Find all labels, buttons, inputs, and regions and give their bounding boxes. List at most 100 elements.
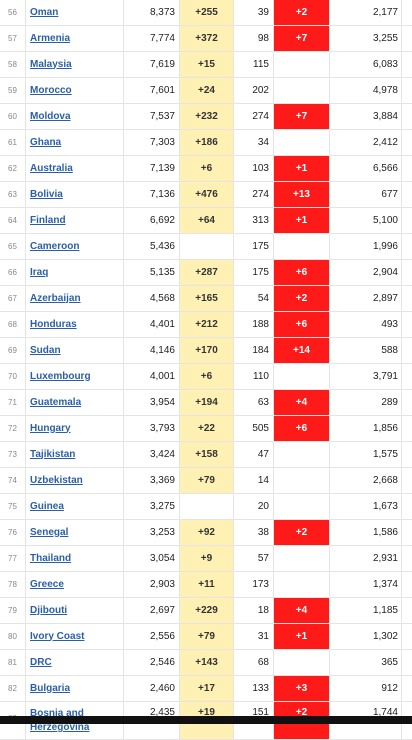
country-link[interactable]: Luxembourg xyxy=(26,364,124,389)
total-deaths-cell: 39 xyxy=(234,0,274,25)
new-cases-cell: +232 xyxy=(180,104,234,129)
total-deaths-cell: 34 xyxy=(234,130,274,155)
total-cases-cell: 7,136 xyxy=(124,182,180,207)
new-deaths-cell: +4 xyxy=(274,598,330,623)
new-cases-cell xyxy=(180,234,234,259)
new-cases-cell: +255 xyxy=(180,0,234,25)
rank-cell: 72 xyxy=(0,416,26,441)
rank-cell: 69 xyxy=(0,338,26,363)
table-row: 80 Ivory Coast 2,556 +79 31 +1 1,302 xyxy=(0,624,412,650)
total-cases-cell: 3,054 xyxy=(124,546,180,571)
new-cases-cell: +79 xyxy=(180,624,234,649)
new-deaths-cell: +1 xyxy=(274,208,330,233)
new-cases-cell: +186 xyxy=(180,130,234,155)
rank-cell: 81 xyxy=(0,650,26,675)
new-cases-cell: +92 xyxy=(180,520,234,545)
total-deaths-cell: 175 xyxy=(234,234,274,259)
total-cases-cell: 7,601 xyxy=(124,78,180,103)
total-recovered-cell: 1,996 xyxy=(330,234,402,259)
country-link[interactable]: Moldova xyxy=(26,104,124,129)
total-cases-cell: 6,692 xyxy=(124,208,180,233)
new-deaths-cell xyxy=(274,52,330,77)
table-row: 68 Honduras 4,401 +212 188 +6 493 xyxy=(0,312,412,338)
country-link[interactable]: Tajikistan xyxy=(26,442,124,467)
country-link[interactable]: Oman xyxy=(26,0,124,25)
new-deaths-cell xyxy=(274,234,330,259)
total-cases-cell: 2,556 xyxy=(124,624,180,649)
total-cases-cell: 7,139 xyxy=(124,156,180,181)
country-link[interactable]: Guatemala xyxy=(26,390,124,415)
new-deaths-cell: +6 xyxy=(274,260,330,285)
country-link[interactable]: Bolivia xyxy=(26,182,124,207)
country-link[interactable]: Iraq xyxy=(26,260,124,285)
country-link[interactable]: Azerbaijan xyxy=(26,286,124,311)
total-deaths-cell: 18 xyxy=(234,598,274,623)
total-deaths-cell: 54 xyxy=(234,286,274,311)
country-link[interactable]: Sudan xyxy=(26,338,124,363)
total-recovered-cell: 493 xyxy=(330,312,402,337)
total-cases-cell: 2,460 xyxy=(124,676,180,701)
total-recovered-cell: 1,586 xyxy=(330,520,402,545)
new-deaths-cell: +14 xyxy=(274,338,330,363)
total-deaths-cell: 57 xyxy=(234,546,274,571)
table-row: 79 Djibouti 2,697 +229 18 +4 1,185 xyxy=(0,598,412,624)
table-row: 65 Cameroon 5,436 175 1,996 xyxy=(0,234,412,260)
total-deaths-cell: 202 xyxy=(234,78,274,103)
country-link[interactable]: Armenia xyxy=(26,26,124,51)
total-cases-cell: 7,303 xyxy=(124,130,180,155)
new-cases-cell: +79 xyxy=(180,468,234,493)
rank-cell: 71 xyxy=(0,390,26,415)
new-cases-cell: +143 xyxy=(180,650,234,675)
country-link[interactable]: Malaysia xyxy=(26,52,124,77)
table-row: 63 Bolivia 7,136 +476 274 +13 677 xyxy=(0,182,412,208)
country-link[interactable]: Bulgaria xyxy=(26,676,124,701)
total-cases-cell: 3,954 xyxy=(124,390,180,415)
country-link[interactable]: Greece xyxy=(26,572,124,597)
new-cases-cell: +194 xyxy=(180,390,234,415)
total-recovered-cell: 1,185 xyxy=(330,598,402,623)
total-deaths-cell: 115 xyxy=(234,52,274,77)
total-deaths-cell: 133 xyxy=(234,676,274,701)
total-deaths-cell: 47 xyxy=(234,442,274,467)
total-deaths-cell: 110 xyxy=(234,364,274,389)
country-link[interactable]: Australia xyxy=(26,156,124,181)
rank-cell: 59 xyxy=(0,78,26,103)
rank-cell: 68 xyxy=(0,312,26,337)
table-row: 66 Iraq 5,135 +287 175 +6 2,904 xyxy=(0,260,412,286)
total-recovered-cell: 2,904 xyxy=(330,260,402,285)
new-cases-cell: +165 xyxy=(180,286,234,311)
country-link[interactable]: DRC xyxy=(26,650,124,675)
new-deaths-cell: +2 xyxy=(274,0,330,25)
total-cases-cell: 2,546 xyxy=(124,650,180,675)
total-recovered-cell: 6,083 xyxy=(330,52,402,77)
country-link[interactable]: Senegal xyxy=(26,520,124,545)
country-link[interactable]: Djibouti xyxy=(26,598,124,623)
total-recovered-cell: 1,575 xyxy=(330,442,402,467)
table-row: 59 Morocco 7,601 +24 202 4,978 xyxy=(0,78,412,104)
total-recovered-cell: 1,673 xyxy=(330,494,402,519)
total-deaths-cell: 103 xyxy=(234,156,274,181)
rank-cell: 74 xyxy=(0,468,26,493)
total-recovered-cell: 2,931 xyxy=(330,546,402,571)
total-deaths-cell: 98 xyxy=(234,26,274,51)
total-cases-cell: 5,135 xyxy=(124,260,180,285)
country-link[interactable]: Ivory Coast xyxy=(26,624,124,649)
new-cases-cell: +9 xyxy=(180,546,234,571)
country-link[interactable]: Guinea xyxy=(26,494,124,519)
country-link[interactable]: Cameroon xyxy=(26,234,124,259)
new-deaths-cell: +2 xyxy=(274,286,330,311)
total-cases-cell: 8,373 xyxy=(124,0,180,25)
country-link[interactable]: Ghana xyxy=(26,130,124,155)
rank-cell: 66 xyxy=(0,260,26,285)
country-link[interactable]: Morocco xyxy=(26,78,124,103)
country-link[interactable]: Thailand xyxy=(26,546,124,571)
new-cases-cell: +24 xyxy=(180,78,234,103)
country-link[interactable]: Hungary xyxy=(26,416,124,441)
country-link[interactable]: Uzbekistan xyxy=(26,468,124,493)
table-row: 69 Sudan 4,146 +170 184 +14 588 xyxy=(0,338,412,364)
new-cases-cell: +17 xyxy=(180,676,234,701)
country-link[interactable]: Finland xyxy=(26,208,124,233)
country-link[interactable]: Honduras xyxy=(26,312,124,337)
total-recovered-cell: 3,884 xyxy=(330,104,402,129)
total-deaths-cell: 188 xyxy=(234,312,274,337)
